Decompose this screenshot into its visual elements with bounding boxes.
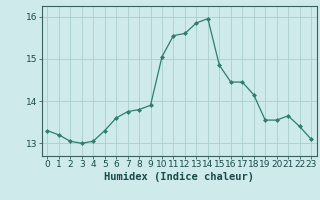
X-axis label: Humidex (Indice chaleur): Humidex (Indice chaleur) xyxy=(104,172,254,182)
